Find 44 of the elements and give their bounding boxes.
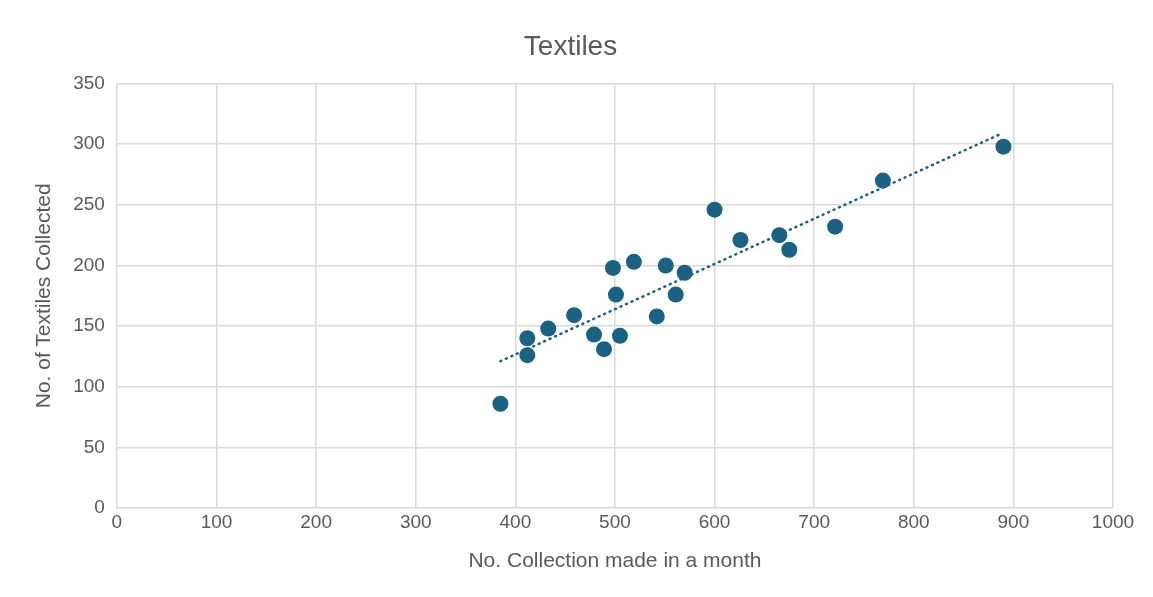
point (611, 327, 628, 344)
x-tick-label: 800 (897, 510, 930, 532)
point (595, 341, 612, 358)
point (519, 347, 536, 364)
x-tick-label: 0 (111, 510, 123, 532)
y-tick-label: 300 (73, 132, 105, 154)
point (732, 232, 749, 249)
point (607, 286, 624, 303)
x-tick-label: 700 (798, 510, 831, 532)
point (648, 308, 665, 325)
point (874, 172, 891, 189)
point (667, 286, 684, 303)
y-tick-label: 250 (73, 193, 105, 215)
point (706, 201, 723, 218)
x-tick-label: 500 (599, 510, 631, 532)
y-tick-label: 0 (94, 496, 105, 518)
point (657, 257, 674, 274)
x-tick-label: 900 (997, 510, 1030, 532)
point (625, 253, 642, 270)
point (827, 218, 844, 235)
y-tick-label: 200 (73, 253, 105, 275)
point (781, 241, 798, 258)
y-tick-label: 50 (83, 435, 105, 457)
point (771, 227, 788, 244)
y-tick-label: 100 (73, 374, 105, 396)
point (676, 264, 693, 281)
x-axis-title: No. Collection made in a month (468, 548, 762, 572)
chart-title: Textiles (523, 29, 618, 61)
point (519, 330, 536, 347)
point (540, 320, 557, 337)
y-tick-label: 350 (73, 71, 105, 93)
point (995, 138, 1012, 155)
y-axis-title: No. of Textiles Collected (31, 183, 55, 409)
x-tick-label: 100 (200, 510, 233, 532)
x-tick-label: 600 (698, 510, 731, 532)
point (586, 326, 603, 343)
x-tick-label: 300 (399, 510, 432, 532)
x-tick-label: 200 (300, 510, 332, 532)
point (604, 259, 621, 276)
x-tick-label: 1000 (1091, 510, 1135, 532)
point (566, 307, 583, 324)
x-tick-label: 400 (499, 510, 532, 532)
y-tick-label: 150 (73, 314, 105, 336)
point (492, 395, 509, 412)
